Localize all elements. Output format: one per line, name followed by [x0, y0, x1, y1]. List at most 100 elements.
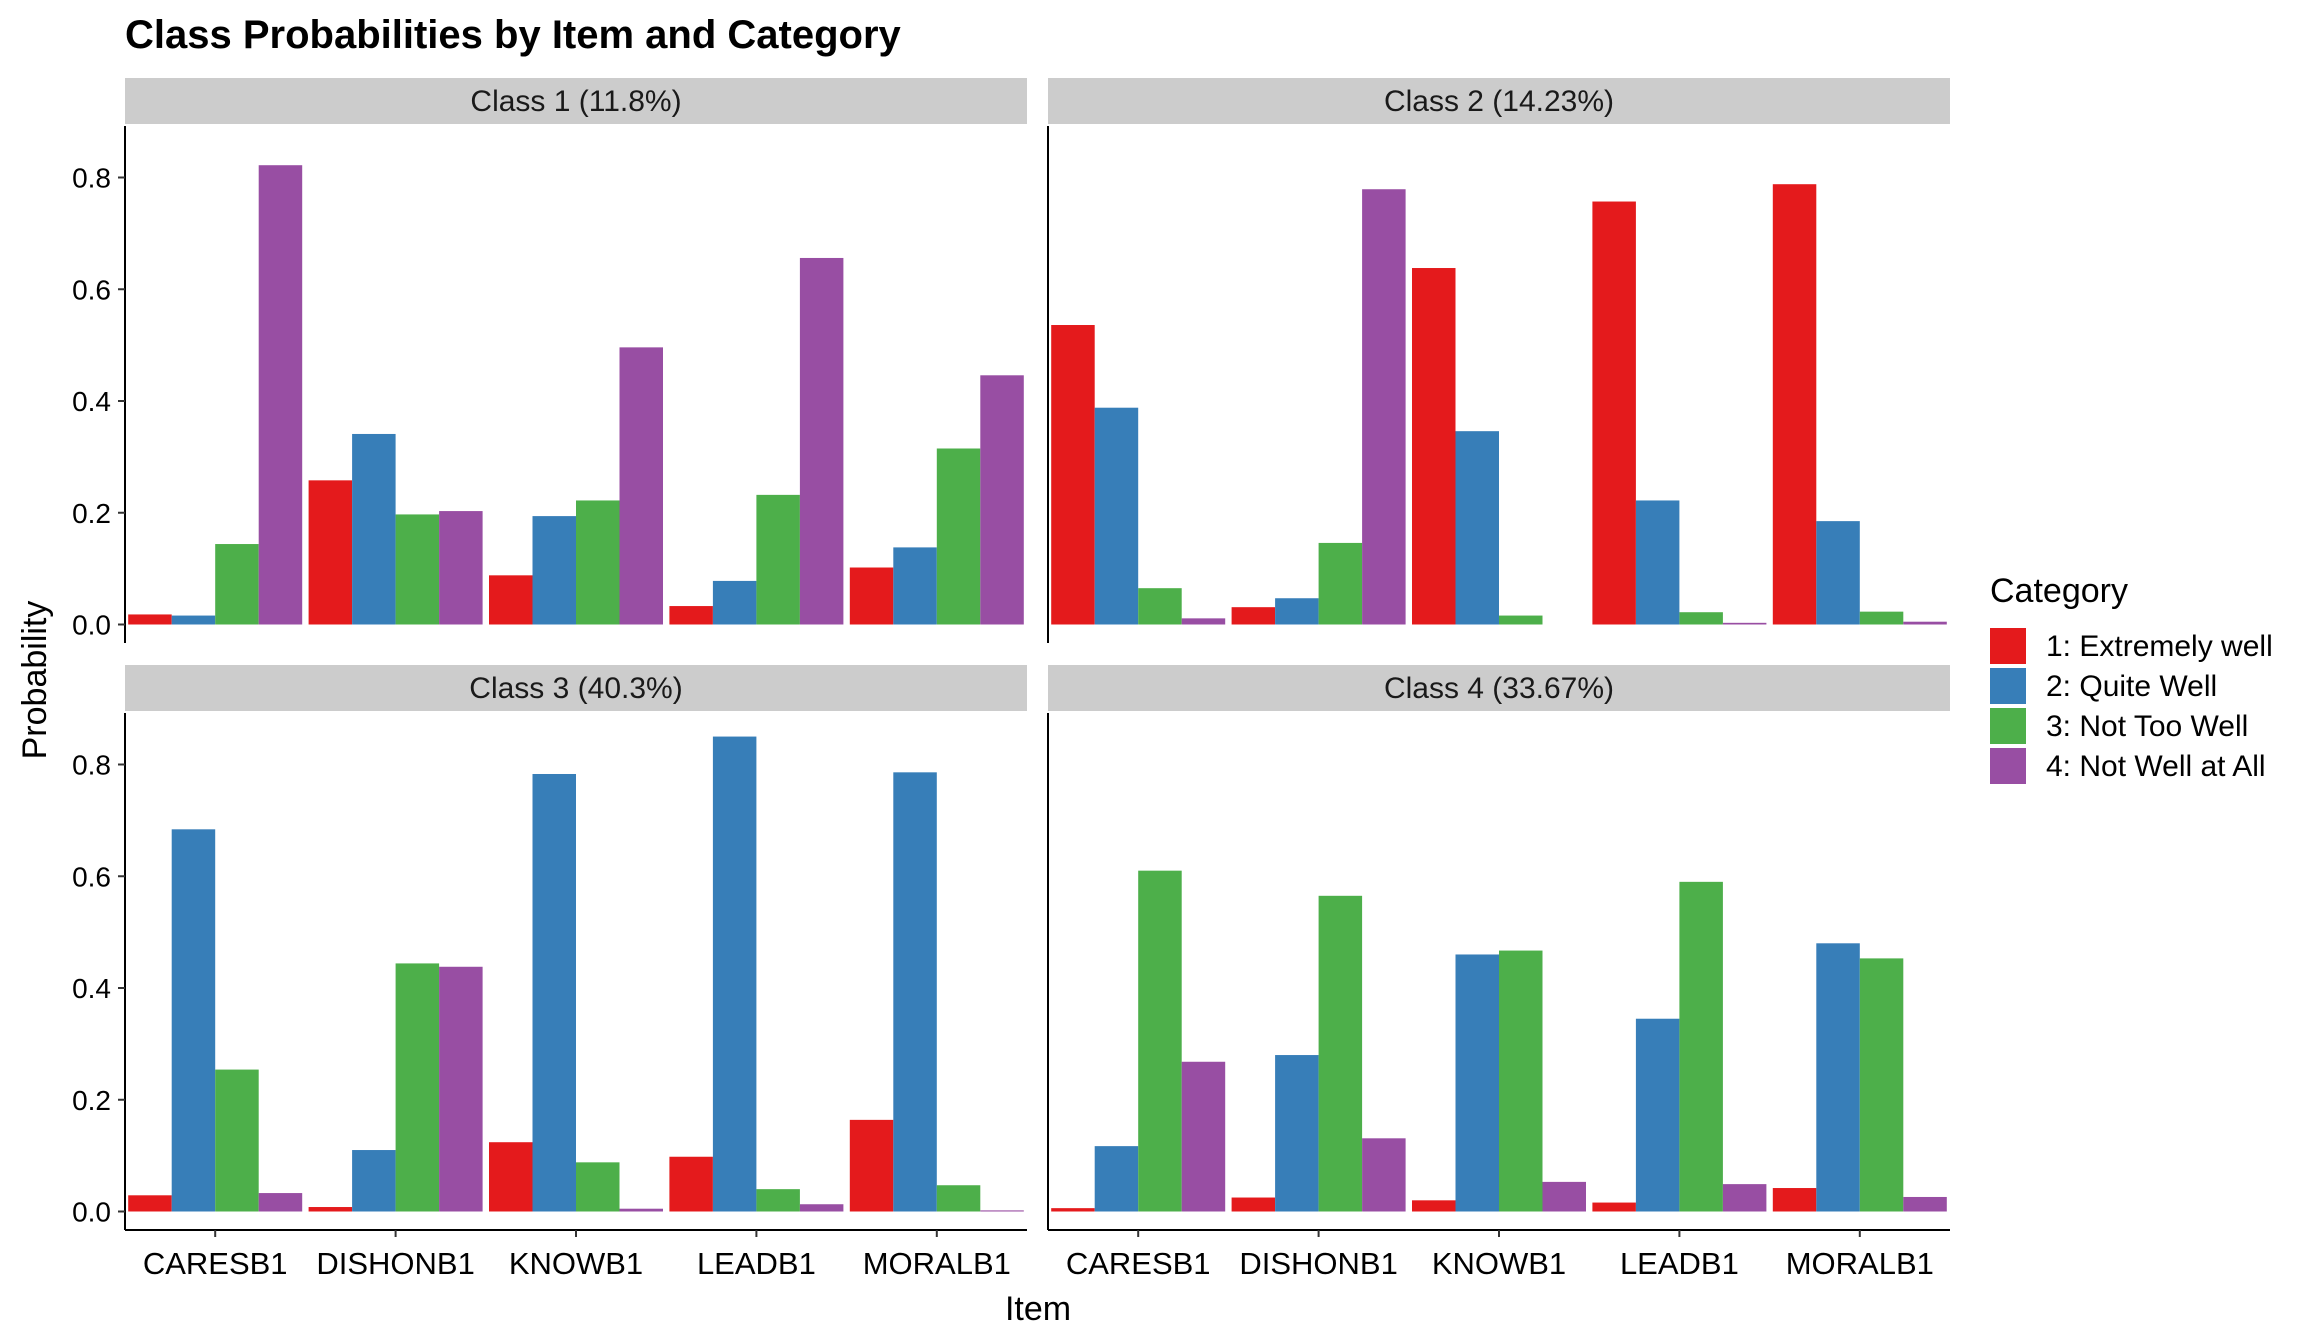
- bar: [128, 1195, 172, 1212]
- bar: [1903, 1196, 1947, 1212]
- bar: [128, 614, 172, 625]
- legend: Category 1: Extremely well 2: Quite Well 3…: [1990, 572, 2273, 784]
- y-tick-label: 0.2: [72, 1085, 111, 1116]
- panel-3: Class 3 (40.3%) 0.0 0.2 0.4 0.6 0.8 CARESB1 DIS…: [72, 665, 1027, 1281]
- x-tick-label: DISHONB1: [1239, 1246, 1397, 1281]
- legend-title: Category: [1990, 572, 2128, 610]
- bar: [1635, 1018, 1680, 1212]
- bar: [532, 773, 576, 1212]
- bar: [1592, 1202, 1636, 1212]
- legend-swatch: [1990, 628, 2026, 664]
- bar: [669, 1156, 713, 1212]
- x-tick-label: CARESB1: [143, 1246, 288, 1281]
- bar: [1275, 1055, 1319, 1212]
- bar: [712, 580, 757, 625]
- bar: [1231, 607, 1276, 625]
- bar: [308, 480, 353, 625]
- x-tick-label: LEADB1: [1620, 1246, 1739, 1281]
- bar: [1181, 618, 1226, 625]
- bar: [532, 516, 576, 625]
- bar: [1635, 500, 1680, 625]
- bar: [799, 257, 844, 625]
- bar: [619, 347, 663, 625]
- bar: [395, 963, 440, 1212]
- bar: [619, 1208, 663, 1212]
- panel-strip: [1048, 78, 1950, 124]
- bar: [1138, 870, 1182, 1212]
- bar: [1679, 612, 1723, 625]
- bar: [712, 736, 757, 1212]
- bar: [1859, 958, 1904, 1212]
- chart-title: Class Probabilities by Item and Category: [125, 13, 902, 57]
- bar: [352, 433, 396, 625]
- bar: [893, 772, 937, 1212]
- facet-panels: Class 1 (11.8%) 0.0 0.2 0.4 0.6 0.8 Class 2 (1…: [72, 78, 1950, 1281]
- bar: [308, 1207, 353, 1212]
- bar: [1275, 598, 1319, 625]
- bar: [1362, 1138, 1406, 1212]
- bar: [352, 1150, 396, 1212]
- y-tick-label: 0.6: [72, 274, 111, 305]
- bar: [1722, 1184, 1767, 1212]
- bar: [1138, 588, 1182, 625]
- y-tick-label: 0.8: [72, 750, 111, 781]
- bar: [1499, 950, 1543, 1212]
- bar: [489, 575, 533, 625]
- legend-label: 3: Not Too Well: [2046, 710, 2248, 743]
- bar: [669, 606, 713, 625]
- bar: [171, 615, 216, 625]
- bar: [936, 1185, 981, 1212]
- bar: [980, 375, 1024, 625]
- bar: [1816, 943, 1860, 1212]
- bar: [1318, 542, 1363, 625]
- x-tick-label: LEADB1: [697, 1246, 816, 1281]
- bar: [395, 514, 440, 625]
- y-tick-label: 0.0: [72, 1197, 111, 1228]
- y-tick-label: 0.6: [72, 861, 111, 892]
- y-tick-label: 0.8: [72, 163, 111, 194]
- bar: [1542, 1181, 1586, 1212]
- legend-swatch: [1990, 708, 2026, 744]
- x-tick-label: MORALB1: [863, 1246, 1011, 1281]
- x-tick-label: DISHONB1: [316, 1246, 474, 1281]
- legend-label: 2: Quite Well: [2046, 670, 2217, 703]
- bar: [576, 1162, 620, 1212]
- panel-strip-label: Class 2 (14.23%): [1384, 85, 1614, 118]
- bar: [439, 511, 483, 625]
- bar: [1455, 954, 1499, 1212]
- x-tick-label: KNOWB1: [1432, 1246, 1566, 1281]
- x-tick-label: KNOWB1: [509, 1246, 643, 1281]
- y-tick-label: 0.2: [72, 498, 111, 529]
- panel-strip-label: Class 3 (40.3%): [469, 672, 682, 705]
- bar: [1051, 325, 1095, 625]
- bar: [1412, 268, 1456, 625]
- panel-2: Class 2 (14.23%): [1047, 78, 1950, 643]
- bar: [1772, 1188, 1817, 1212]
- bar: [171, 829, 216, 1212]
- bar: [1722, 622, 1767, 625]
- bar: [849, 1119, 894, 1212]
- bar: [1094, 407, 1139, 625]
- bar: [936, 448, 981, 625]
- x-axis-title: Item: [1005, 1290, 1071, 1328]
- bar: [1772, 184, 1817, 625]
- x-tick-label: MORALB1: [1786, 1246, 1934, 1281]
- bar: [1592, 201, 1636, 625]
- y-axis-title: Probability: [16, 601, 54, 760]
- bar: [1499, 615, 1543, 625]
- bar: [576, 500, 620, 625]
- bar: [1903, 621, 1947, 625]
- panel-strip: [1048, 665, 1950, 711]
- bar: [756, 494, 800, 625]
- y-tick-label: 0.4: [72, 386, 111, 417]
- bar: [439, 966, 483, 1212]
- panel-4: Class 4 (33.67%) CARESB1 DISHONB1 KNOWB1 LEA…: [1047, 665, 1950, 1281]
- bar: [1412, 1200, 1456, 1212]
- bar: [215, 544, 259, 625]
- panel-strip: [125, 78, 1027, 124]
- panel-strip-label: Class 4 (33.67%): [1384, 672, 1614, 705]
- bar: [1362, 189, 1406, 625]
- bar: [980, 1210, 1024, 1212]
- y-tick-label: 0.4: [72, 973, 111, 1004]
